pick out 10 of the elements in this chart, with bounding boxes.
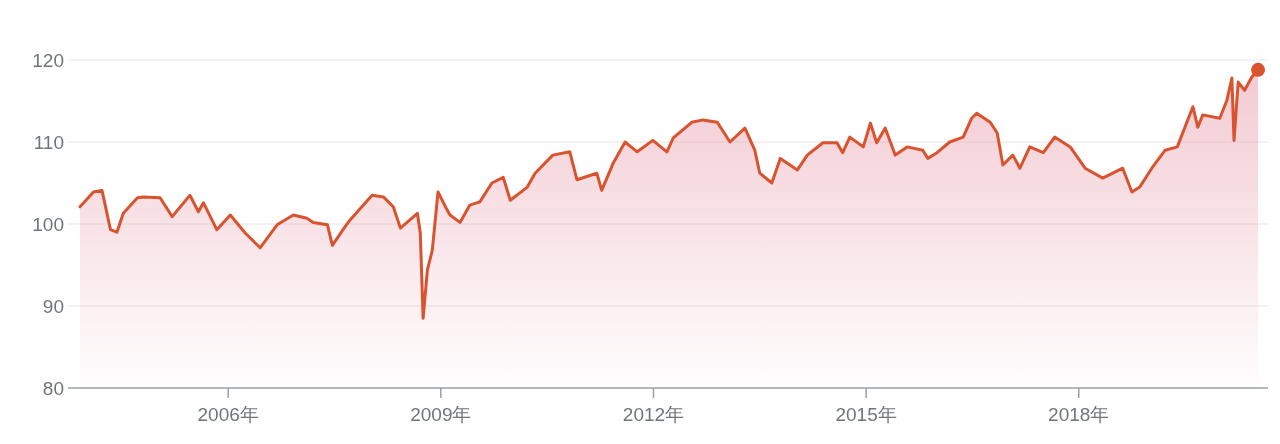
- x-tick-label: 2018年: [1048, 404, 1110, 425]
- y-tick-label: 80: [42, 378, 64, 399]
- y-tick-label: 90: [42, 296, 64, 317]
- x-tick-label: 2012年: [622, 404, 685, 425]
- x-tick-label: 2009年: [410, 404, 472, 425]
- y-tick-label: 100: [32, 214, 64, 235]
- y-tick-label: 110: [33, 132, 64, 153]
- y-tick-label: 120: [32, 50, 64, 71]
- x-tick-label: 2006年: [197, 404, 259, 425]
- x-tick-label: 2015年: [835, 404, 897, 425]
